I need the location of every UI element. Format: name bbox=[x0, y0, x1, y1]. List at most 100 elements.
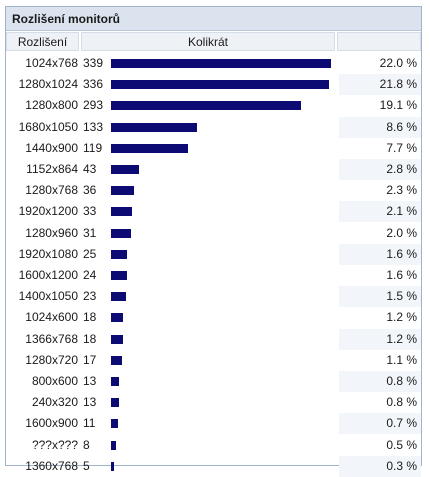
count-label: 293 bbox=[83, 98, 104, 113]
bar bbox=[111, 249, 127, 259]
bar bbox=[111, 440, 116, 450]
resolution-label: 1366x768 bbox=[25, 331, 78, 346]
count-label: 336 bbox=[83, 77, 104, 92]
resolution-label: 240x320 bbox=[31, 395, 78, 410]
resolution-label: 1600x1200 bbox=[18, 268, 78, 282]
count-label: 13 bbox=[83, 374, 97, 388]
count-label: 339 bbox=[83, 56, 104, 70]
table-row: 1600x1200 24 1.6 % bbox=[6, 265, 421, 286]
table-header: Rozlišení Kolikrát bbox=[6, 31, 421, 52]
percent-label: 2.3 % bbox=[386, 183, 417, 198]
bar bbox=[111, 207, 132, 217]
table-row: 1024x600 18 1.2 % bbox=[6, 307, 421, 328]
bar bbox=[111, 271, 127, 280]
count-label: 23 bbox=[83, 289, 97, 304]
percent-label: 1.6 % bbox=[386, 268, 417, 282]
percent-label: 0.3 % bbox=[339, 455, 421, 477]
table-row: 1152x864 43 2.8 % bbox=[6, 159, 421, 180]
table-row: 1600x900 11 0.7 % bbox=[6, 413, 421, 435]
percent-label: 1.5 % bbox=[339, 286, 421, 308]
bar bbox=[111, 419, 118, 429]
bar bbox=[111, 377, 119, 386]
count-label: 36 bbox=[83, 183, 97, 198]
resolution-label: 1920x1200 bbox=[18, 204, 78, 219]
bar bbox=[111, 355, 122, 365]
percent-label: 1.1 % bbox=[386, 352, 417, 367]
table-row: 800x600 13 0.8 % bbox=[6, 371, 421, 392]
table-row: 240x320 13 0.8 % bbox=[6, 392, 421, 413]
count-label: 13 bbox=[83, 395, 97, 410]
resolution-label: 1440x900 bbox=[25, 140, 78, 155]
count-label: 18 bbox=[83, 331, 97, 346]
table-row: 1920x1200 33 2.1 % bbox=[6, 201, 421, 223]
resolution-label: 1280x960 bbox=[25, 225, 78, 240]
resolution-label: 1152x864 bbox=[26, 162, 78, 176]
bar bbox=[111, 398, 119, 408]
percent-label: 21.8 % bbox=[339, 74, 421, 96]
percent-label: 0.8 % bbox=[386, 395, 417, 410]
resolution-label: 1024x600 bbox=[25, 310, 78, 325]
percent-label: 1.2 % bbox=[339, 328, 421, 350]
panel-title: Rozlišení monitorů bbox=[6, 7, 421, 31]
count-label: 25 bbox=[83, 246, 97, 261]
resolution-label: 1280x768 bbox=[25, 183, 78, 198]
column-header-count: Kolikrát bbox=[81, 32, 335, 51]
percent-label: 2.0 % bbox=[386, 225, 417, 240]
count-label: 119 bbox=[83, 140, 103, 155]
percent-label: 1.2 % bbox=[386, 310, 417, 325]
column-header-resolution: Rozlišení bbox=[6, 32, 79, 51]
bar bbox=[111, 186, 134, 196]
count-label: 133 bbox=[83, 119, 104, 134]
count-label: 43 bbox=[83, 162, 97, 176]
table-row: 1366x768 18 1.2 % bbox=[6, 328, 421, 350]
resolution-label: 800x600 bbox=[31, 374, 78, 388]
bar bbox=[111, 228, 131, 238]
table-row: 1280x1024 336 21.8 % bbox=[6, 74, 421, 96]
column-header-percent bbox=[337, 32, 421, 51]
percent-label: 1.6 % bbox=[339, 243, 421, 265]
percent-label: 19.1 % bbox=[379, 98, 417, 113]
bar bbox=[111, 292, 126, 302]
table-row: 1280x960 31 2.0 % bbox=[6, 223, 421, 244]
count-label: 5 bbox=[83, 458, 90, 473]
count-label: 8 bbox=[83, 437, 90, 452]
resolution-label: ???x??? bbox=[31, 437, 78, 452]
table-row: 1440x900 119 7.7 % bbox=[6, 138, 421, 159]
bar bbox=[111, 122, 197, 132]
table-row: 1360x768 5 0.3 % bbox=[6, 455, 421, 477]
percent-label: 0.8 % bbox=[339, 371, 421, 392]
table-row: 1920x1080 25 1.6 % bbox=[6, 243, 421, 265]
count-label: 24 bbox=[83, 268, 97, 282]
resolution-label: 1600x900 bbox=[25, 416, 78, 431]
percent-label: 0.7 % bbox=[339, 413, 421, 435]
count-label: 31 bbox=[83, 225, 97, 240]
percent-label: 2.1 % bbox=[339, 201, 421, 223]
percent-label: 2.8 % bbox=[339, 159, 421, 180]
table-row: 1680x1050 133 8.6 % bbox=[6, 116, 421, 138]
table-row: 1280x768 36 2.3 % bbox=[6, 180, 421, 201]
table-row: 1280x800 293 19.1 % bbox=[6, 95, 421, 116]
bar bbox=[111, 334, 123, 344]
resolution-label: 1280x1024 bbox=[18, 77, 78, 92]
resolution-stats-panel: Rozlišení monitorů Rozlišení Kolikrát 10… bbox=[5, 6, 422, 477]
table-row: 1280x720 17 1.1 % bbox=[6, 350, 421, 371]
resolution-label: 1280x720 bbox=[25, 352, 78, 367]
percent-label: 8.6 % bbox=[339, 116, 421, 138]
bar bbox=[111, 165, 139, 174]
count-label: 18 bbox=[83, 310, 97, 325]
resolution-label: 1280x800 bbox=[25, 98, 78, 113]
table-row: 1400x1050 23 1.5 % bbox=[6, 286, 421, 308]
bar bbox=[111, 143, 188, 153]
bar bbox=[111, 59, 331, 68]
table-row: 1024x768 339 22.0 % bbox=[6, 53, 421, 74]
bar bbox=[111, 461, 114, 471]
count-label: 11 bbox=[83, 416, 96, 431]
percent-label: 7.7 % bbox=[386, 140, 417, 155]
resolution-label: 1920x1080 bbox=[18, 246, 78, 261]
count-label: 17 bbox=[83, 352, 97, 367]
bar bbox=[111, 101, 301, 111]
resolution-label: 1360x768 bbox=[25, 458, 78, 473]
bar bbox=[111, 313, 123, 323]
table-row: ???x??? 8 0.5 % bbox=[6, 435, 421, 456]
bar bbox=[111, 80, 329, 90]
